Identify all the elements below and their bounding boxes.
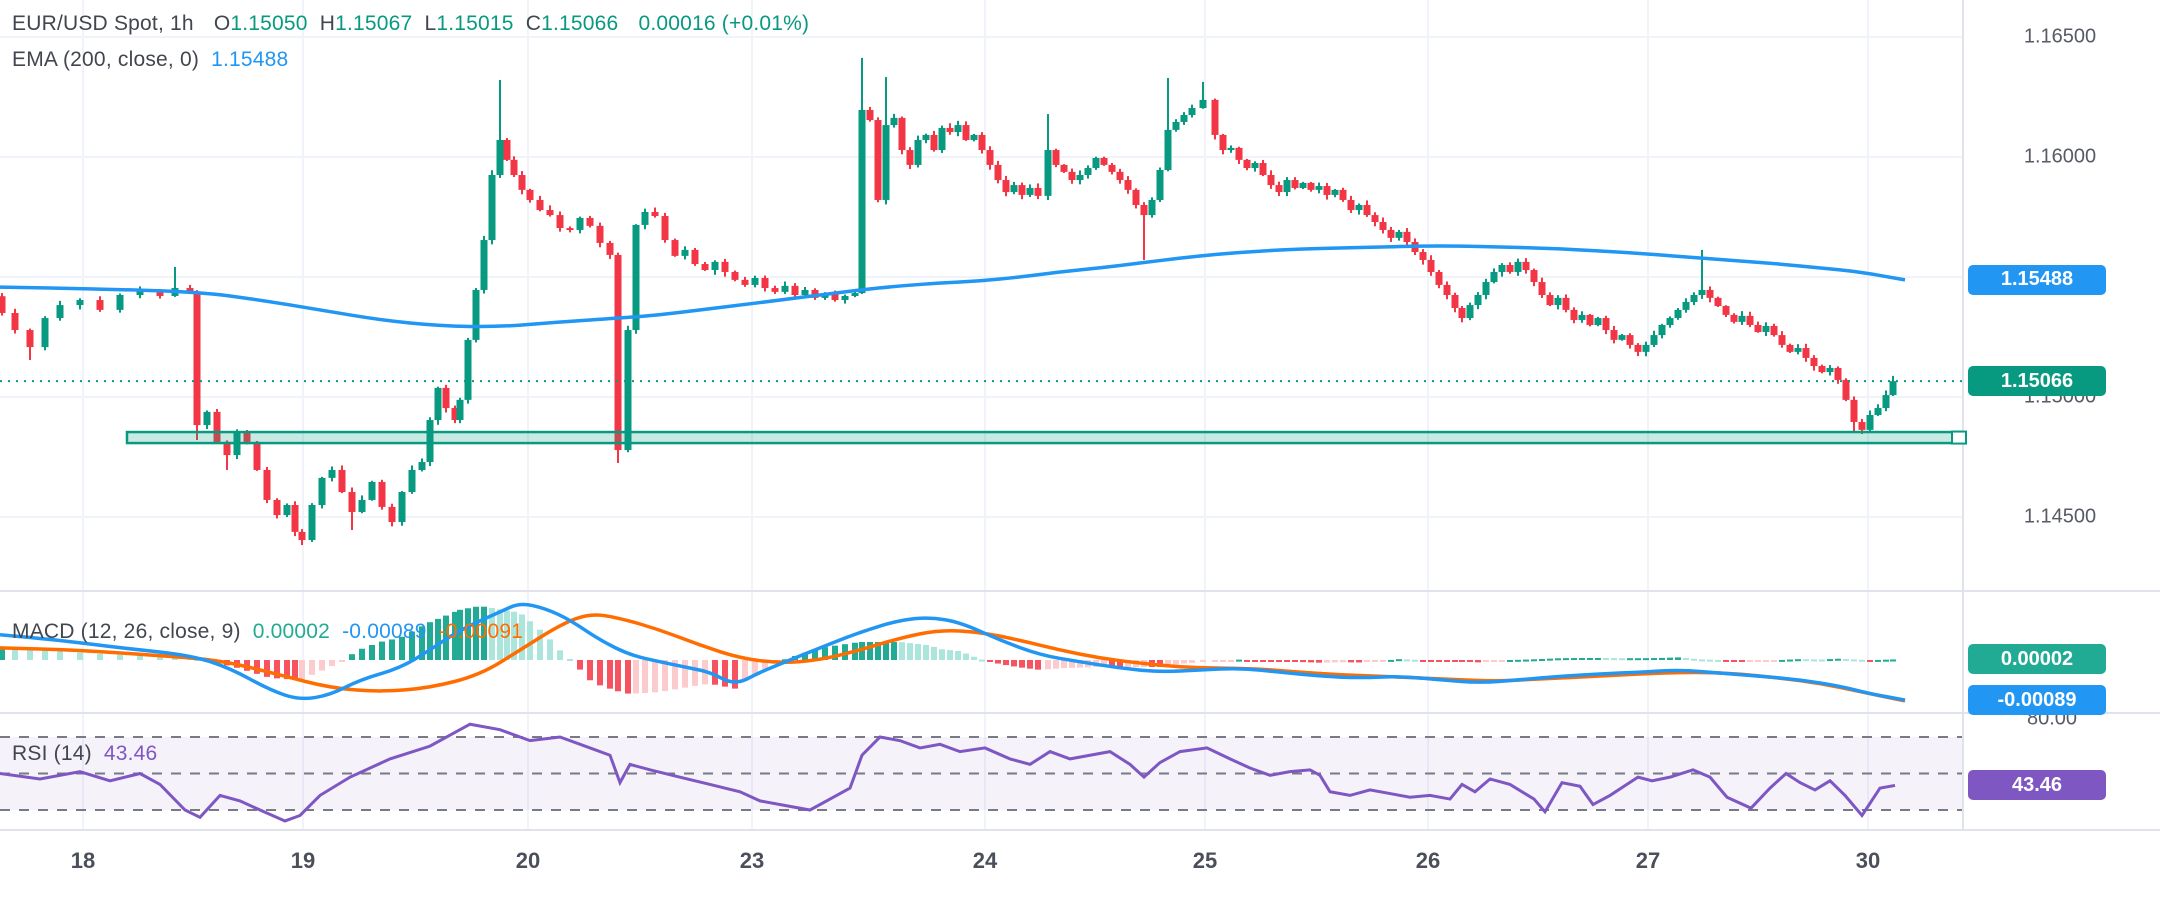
close-value: 1.15066 <box>541 12 619 35</box>
macd-hist-badge: 0.00002 <box>1968 644 2106 675</box>
price-tick-label: 1.16500 <box>2023 25 2097 48</box>
time-tick-label: 19 <box>290 848 316 873</box>
ema-price-badge: 1.15488 <box>1968 264 2106 295</box>
last-price-badge: 1.15066 <box>1968 366 2106 397</box>
macd-signal-line[interactable] <box>0 613 1906 703</box>
symbol-legend-row[interactable]: EUR/USD Spot, 1h O1.15050 H1.15067 L1.15… <box>12 12 815 36</box>
macd-label: MACD (12, 26, close, 9) <box>12 620 241 643</box>
time-tick-label: 24 <box>972 848 998 873</box>
time-tick-label: 23 <box>739 848 765 873</box>
change-value: 0.00016 (+0.01%) <box>638 12 810 35</box>
time-scale[interactable] <box>0 831 2160 901</box>
rsi-line[interactable] <box>0 722 1896 823</box>
macd-line-badge: -0.00089 <box>1968 685 2106 716</box>
macd-histogram <box>0 606 1896 694</box>
time-tick-label: 26 <box>1415 848 1441 873</box>
price-tick-label: 1.16000 <box>2023 145 2097 168</box>
support-zone-rectangle[interactable] <box>125 430 1962 445</box>
ema-value: 1.15488 <box>211 48 289 71</box>
symbol-title: EUR/USD Spot, 1h <box>12 12 194 35</box>
zone-edge-handle[interactable] <box>1951 430 1967 445</box>
time-tick-label: 18 <box>70 848 96 873</box>
pane-separators[interactable] <box>0 0 2160 831</box>
candlestick-series <box>0 57 1897 546</box>
ema-label: EMA (200, close, 0) <box>12 48 200 71</box>
grid <box>0 0 1962 830</box>
rsi-value-badge: 43.46 <box>1968 770 2106 801</box>
close-label: C <box>525 12 542 35</box>
low-label: L <box>424 12 437 35</box>
time-tick-label: 20 <box>515 848 541 873</box>
price-tick-label: 1.14500 <box>2023 505 2097 528</box>
high-value: 1.15067 <box>335 12 413 35</box>
rsi-label: RSI (14) <box>12 742 92 765</box>
ema-line[interactable] <box>0 244 1906 329</box>
time-tick-label: 30 <box>1855 848 1881 873</box>
time-tick-label: 27 <box>1635 848 1661 873</box>
rsi-legend-row[interactable]: RSI (14) 43.46 <box>12 742 163 766</box>
open-value: 1.15050 <box>230 12 308 35</box>
high-label: H <box>319 12 336 35</box>
open-label: O <box>213 12 231 35</box>
rsi-value: 43.46 <box>103 742 158 765</box>
macd-hist-value: 0.00002 <box>252 620 331 643</box>
low-value: 1.15015 <box>436 12 514 35</box>
macd-legend-row[interactable]: MACD (12, 26, close, 9) 0.00002 -0.00089… <box>12 620 529 644</box>
macd-signal-value: -0.00091 <box>438 620 524 643</box>
macd-main-line[interactable] <box>0 602 1906 702</box>
time-tick-label: 25 <box>1192 848 1218 873</box>
macd-line-value: -0.00089 <box>342 620 427 643</box>
ema-legend-row[interactable]: EMA (200, close, 0) 1.15488 <box>12 48 294 72</box>
